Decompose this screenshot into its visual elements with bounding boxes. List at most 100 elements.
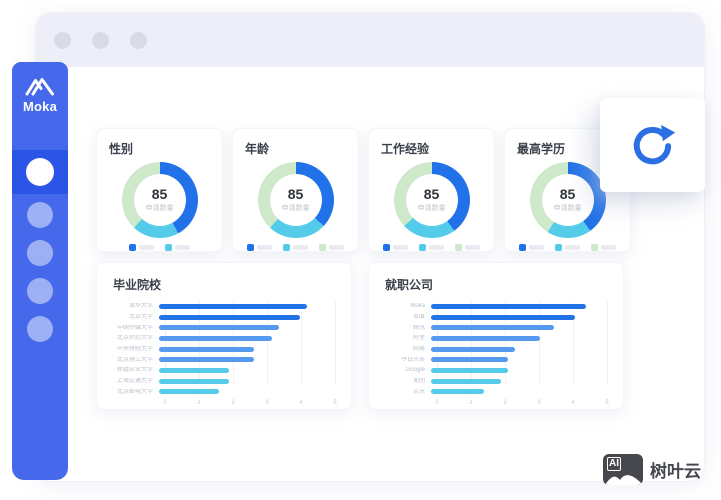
legend-swatch [247,244,254,251]
bar-row: 京东 [385,387,607,398]
bar-row: 新疆农业大学 [113,365,335,376]
legend-swatch [283,244,290,251]
legend-text-placeholder [529,245,544,250]
bar-label: 中国传媒大学 [116,324,153,331]
bar-label: 京东 [412,388,425,395]
window-dot-1 [54,31,71,49]
sidebar-item-2[interactable] [27,202,53,228]
legend-swatch [555,244,562,251]
mountain-photo-icon [605,475,641,485]
card-title: 就职公司 [385,278,434,292]
gridline [607,301,608,386]
window-dot-2 [92,31,109,49]
legend-swatch [419,244,426,251]
bar [431,378,502,384]
watermark: AI 树叶云 [603,454,701,485]
stat-card-gender: 性别 85 申请数量 [96,128,223,252]
bar-row: 网易 [385,344,607,355]
bar-row: Google [385,365,607,376]
legend-swatch [455,244,462,251]
legend-item [319,244,344,251]
tick-label: 5 [333,400,337,407]
legend-swatch [129,244,136,251]
legend-item [591,244,616,251]
legend-item [129,244,154,251]
bar-label: 中央财经大学 [116,346,153,353]
bar [159,367,230,373]
legend-text-placeholder [293,245,308,250]
donut-chart-education: 85 申请数量 [529,162,606,238]
bar [159,325,279,331]
tick-label: 1 [469,400,473,407]
sidebar: Moka [12,62,68,480]
legend-item [283,244,308,251]
bar [159,314,300,320]
gridline [505,301,506,386]
bar [431,357,509,363]
ai-badge-label: AI [607,457,621,471]
sidebar-item-3[interactable] [27,240,53,266]
donut-total-label: 申请数量 [281,205,310,213]
bar-row: 美团 [385,376,607,387]
bar-row: 今日头条 [385,354,607,365]
card-title: 年龄 [245,142,270,156]
bar-row: 百度 [385,312,607,323]
bar [431,335,541,341]
gridline [233,301,234,386]
bar-label: 网易 [412,346,425,353]
bar-label: Google [405,367,425,374]
bar [431,325,555,331]
bar [159,335,272,341]
bar-label: 美团 [412,378,425,385]
chart-legend [109,244,210,251]
bar [431,389,484,395]
donut-chart-experience: 85 申请数量 [393,162,470,238]
bar-label: 北京师范大学 [116,335,153,342]
sidebar-item-4[interactable] [27,278,53,304]
legend-text-placeholder [329,245,344,250]
tick-label: 2 [231,400,235,407]
gridline [573,301,574,386]
donut-total-label: 申请数量 [145,205,174,213]
gridline [301,301,302,386]
moka-logo: Moka [12,75,68,114]
card-title: 工作经验 [381,142,430,156]
chart-legend [381,244,482,251]
legend-text-placeholder [601,245,616,250]
bar-row: 北京邮电大学 [113,387,335,398]
bar-row: 上海交通大学 [113,376,335,387]
dashboard-icon [26,158,54,186]
bar-row: Moka [385,301,607,312]
bar-label: 北京大学 [128,314,153,321]
gridline [437,301,438,386]
legend-text-placeholder [175,245,190,250]
bar [431,367,509,373]
legend-text-placeholder [565,245,580,250]
sidebar-item-5[interactable] [27,316,53,342]
tick-label: 1 [197,400,201,407]
bar-label: 百度 [412,314,425,321]
refresh-button[interactable] [600,98,705,192]
bar-card-companies: 就职公司 Moka 百度 腾讯 阿里 网易 今日头条 Google 美团 京东 0 1 2 3 4 5 [368,262,624,410]
gridline [335,301,336,386]
tick-label: 4 [299,400,303,407]
tick-label: 0 [163,400,167,407]
tick-label: 3 [537,400,541,407]
stat-card-age: 年龄 85 申请数量 [232,128,359,252]
x-axis-ticks: 0 1 2 3 4 5 [435,397,608,409]
legend-item [555,244,580,251]
legend-item [455,244,480,251]
bar-row: 北京大学 [113,312,335,323]
legend-swatch [519,244,526,251]
bar-chart-companies: Moka 百度 腾讯 阿里 网易 今日头条 Google 美团 京东 0 1 2 3 4 5 [385,301,609,409]
bar-label: Moka [410,303,425,310]
gridline [199,301,200,386]
bar-label: 北京理工大学 [116,356,153,363]
chart-legend [245,244,346,251]
sidebar-item-dashboard[interactable] [12,150,68,194]
legend-text-placeholder [139,245,154,250]
legend-swatch [165,244,172,251]
bar-row: 阿里 [385,333,607,344]
legend-text-placeholder [393,245,408,250]
bar [431,346,516,352]
